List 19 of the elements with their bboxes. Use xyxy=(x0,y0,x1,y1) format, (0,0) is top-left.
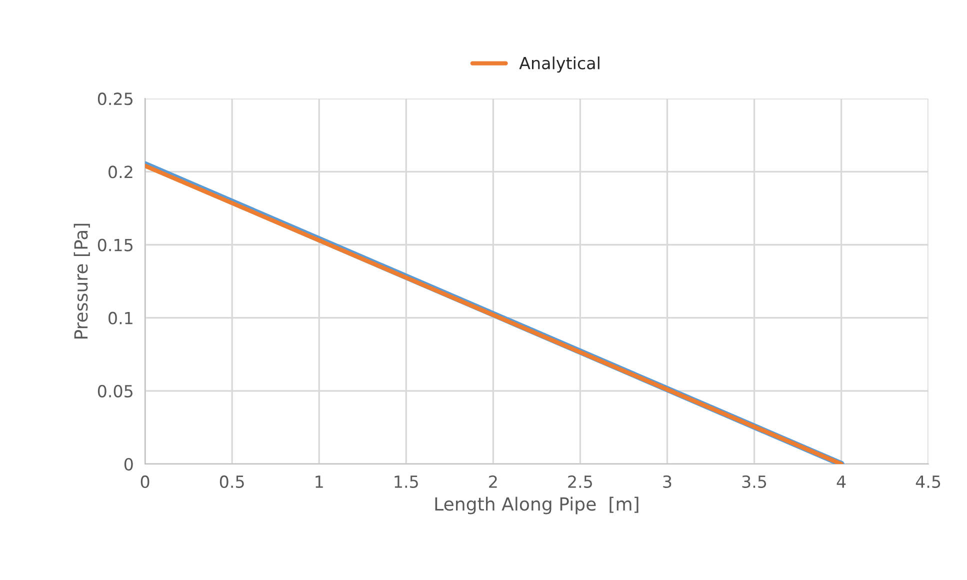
y-tick-label: 0.1 xyxy=(108,312,132,324)
x-tick-label: 1.5 xyxy=(394,476,418,488)
x-tick-label: 0 xyxy=(140,475,150,488)
x-tick-label: 2 xyxy=(489,475,497,488)
x-tick-label: 0.5 xyxy=(220,475,244,488)
x-tick-label: 4.5 xyxy=(916,476,940,488)
y-axis-title: Pressure [Pa] xyxy=(74,224,90,339)
y-tick-label: 0.2 xyxy=(108,166,132,178)
x-axis-title: Length Along Pipe [m] xyxy=(435,496,638,514)
y-tick-label: 0.15 xyxy=(98,238,132,252)
y-tick-label: 0.05 xyxy=(98,384,132,398)
x-tick-label: 1 xyxy=(316,476,323,488)
y-tick-label: 0.25 xyxy=(98,92,132,106)
x-tick-label: 2.5 xyxy=(568,475,592,488)
y-tick-label: 0 xyxy=(124,458,133,471)
legend-label: Analytical xyxy=(519,56,600,73)
x-tick-label: 3 xyxy=(663,475,672,488)
x-tick-label: 3.5 xyxy=(742,475,766,488)
x-tick-label: 4 xyxy=(836,476,846,488)
